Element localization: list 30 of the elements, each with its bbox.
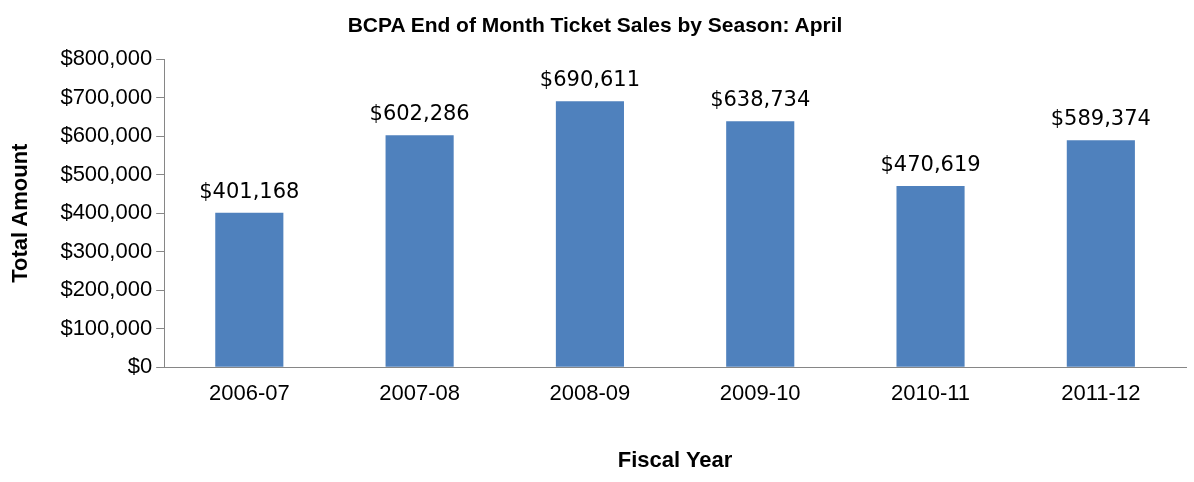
y-axis-title: Total Amount (7, 142, 33, 283)
x-tick-label: 2010-11 (890, 380, 971, 406)
x-tick-label: 2008-09 (549, 380, 631, 406)
bar (215, 212, 284, 367)
data-label: $602,286 (369, 101, 470, 126)
bar (896, 186, 965, 367)
y-tick-label: $300,000 (60, 237, 153, 263)
data-label: $401,168 (199, 178, 300, 203)
y-tick-label: $500,000 (60, 160, 153, 186)
x-axis-title: Fiscal Year (617, 446, 733, 472)
x-tick-label: 2011-12 (1061, 380, 1141, 406)
y-tick-label: $400,000 (60, 199, 153, 225)
data-label: $589,374 (1050, 106, 1151, 131)
y-tick-label: $600,000 (60, 122, 153, 148)
bar (385, 135, 454, 367)
y-tick-label: $700,000 (60, 83, 153, 109)
data-label: $690,611 (539, 67, 641, 92)
data-label: $638,734 (710, 87, 811, 112)
y-tick-label: $200,000 (60, 276, 153, 302)
x-tick-label: 2009-10 (719, 380, 801, 406)
y-tick-label: $800,000 (60, 45, 153, 71)
bar (726, 121, 795, 367)
x-tick-label: 2006-07 (208, 380, 290, 406)
y-tick-label: $0 (127, 353, 153, 379)
x-tick-label: 2007-08 (379, 380, 460, 406)
bar (1066, 140, 1135, 367)
bar (555, 101, 624, 367)
chart-title: BCPA End of Month Ticket Sales by Season: April (347, 13, 843, 37)
data-label: $470,619 (880, 151, 981, 176)
y-tick-label: $100,000 (60, 314, 153, 340)
